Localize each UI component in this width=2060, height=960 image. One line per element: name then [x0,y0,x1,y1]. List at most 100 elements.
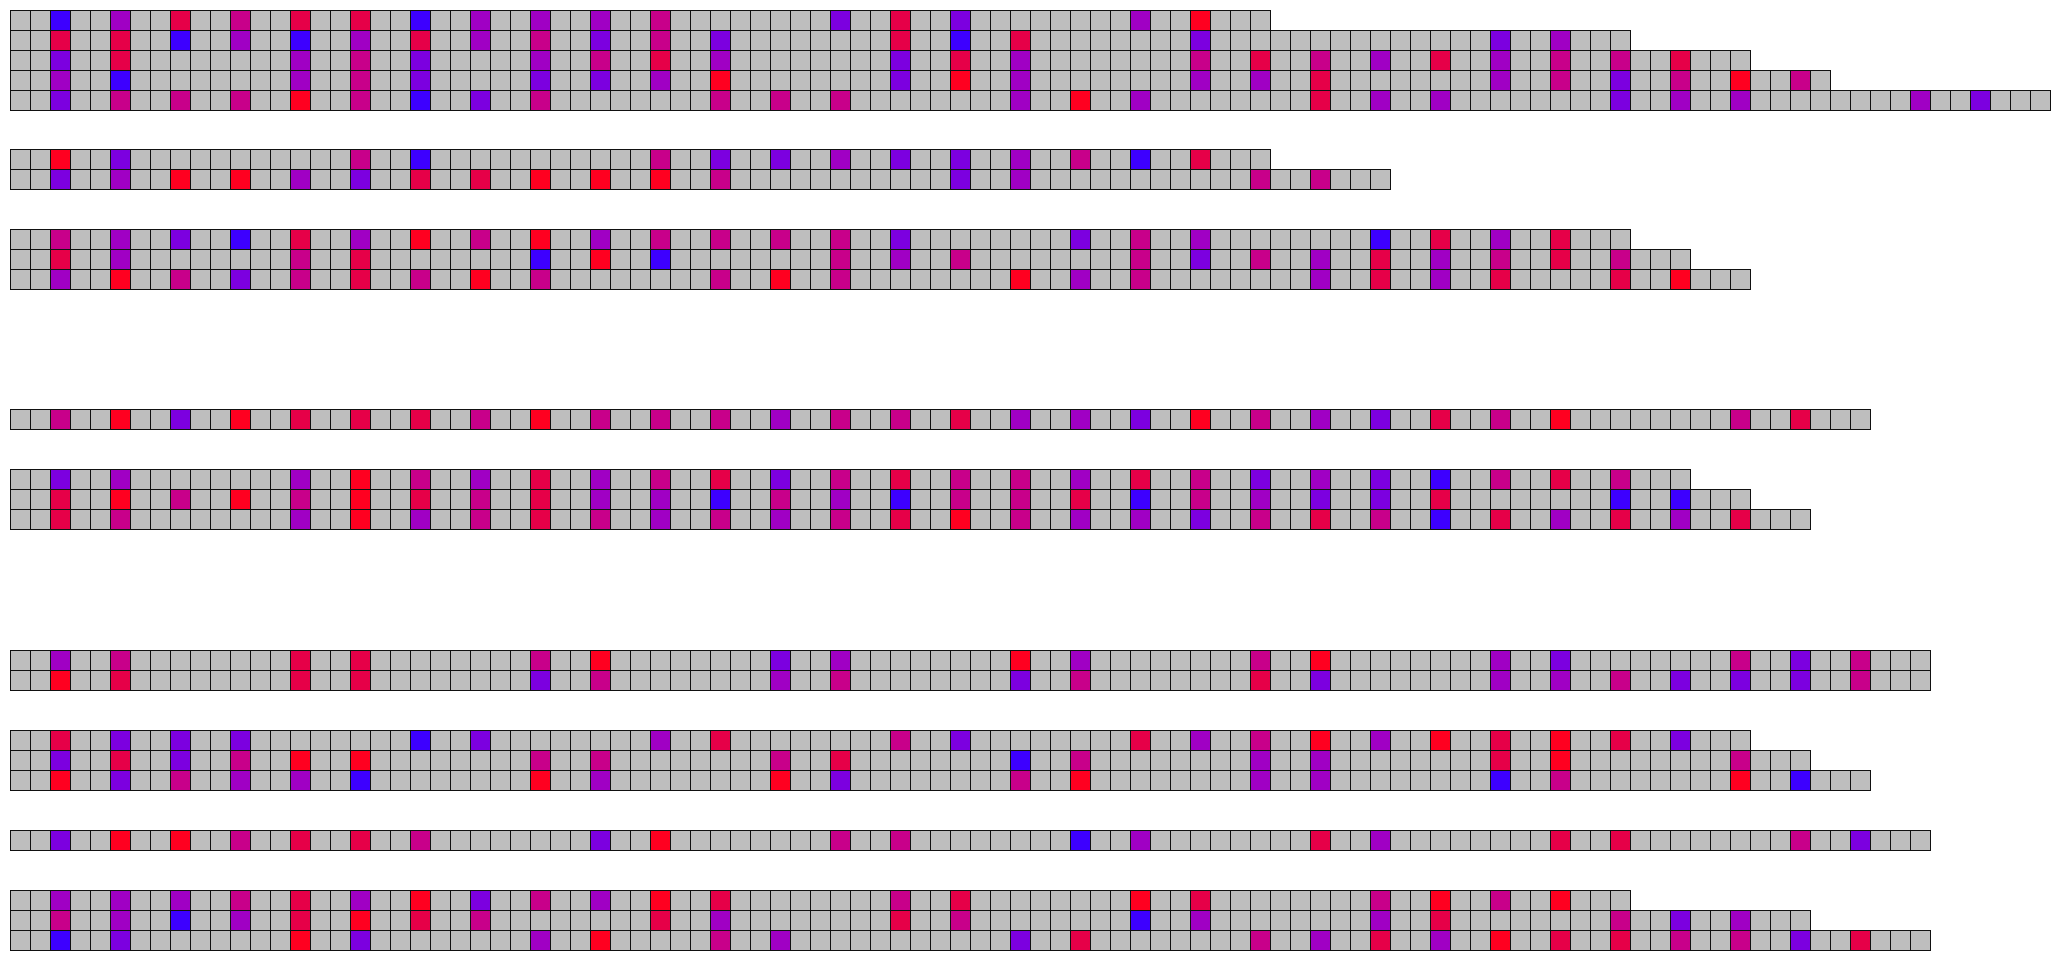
grid-cell [370,50,391,71]
grid-cell [530,149,551,170]
grid-cell [610,90,631,111]
grid-cell [810,890,831,911]
grid-cell [670,169,691,190]
colored-cell [1070,229,1091,250]
colored-cell [50,489,71,510]
grid-cell [730,149,751,170]
colored-cell [530,90,551,111]
grid-cell [1370,30,1391,51]
grid-cell [750,750,771,771]
grid-cell [2010,90,2031,111]
grid-cell [610,509,631,530]
grid-cell [1030,149,1051,170]
grid-cell [1310,30,1331,51]
grid-cell [1530,70,1551,91]
grid-cell [1570,489,1591,510]
grid-cell [610,730,631,751]
grid-cell [430,269,451,290]
grid-cell [810,50,831,71]
colored-cell [1070,409,1091,430]
colored-cell [1610,670,1631,691]
grid-cell [630,70,651,91]
grid-cell [10,489,31,510]
grid-cell [1650,670,1671,691]
grid-cell [670,489,691,510]
grid-cell [1070,890,1091,911]
colored-cell [1370,269,1391,290]
grid-cell [790,670,811,691]
grid-cell [750,730,771,751]
grid-cell [1030,50,1051,71]
grid-cell [670,229,691,250]
grid-cell [950,770,971,791]
grid-cell [390,670,411,691]
colored-cell [470,469,491,490]
colored-cell [950,10,971,31]
grid-cell [1690,910,1711,931]
grid-cell [1270,229,1291,250]
grid-cell [250,149,271,170]
grid-cell [30,269,51,290]
grid-cell [1170,70,1191,91]
grid-cell [970,30,991,51]
colored-cell [950,469,971,490]
grid-cell [1110,10,1131,31]
colored-cell [290,30,311,51]
grid-cell [1430,770,1451,791]
grid-cell [1750,930,1771,951]
grid-cell [1810,770,1831,791]
colored-cell [350,30,371,51]
grid-cell [850,750,871,771]
grid-cell [1150,90,1171,111]
colored-cell [890,149,911,170]
grid-cell [330,30,351,51]
grid-cell [1450,469,1471,490]
grid-cell [910,670,931,691]
grid-cell [1810,930,1831,951]
grid-cell [30,670,51,691]
grid-cell [1470,409,1491,430]
colored-cell [1130,469,1151,490]
grid-cell [170,50,191,71]
colored-cell [410,70,431,91]
colored-cell [410,90,431,111]
grid-cell [990,149,1011,170]
grid-cell [70,730,91,751]
grid-cell [990,409,1011,430]
grid-cell [390,149,411,170]
colored-cell [1790,770,1811,791]
grid-cell [610,489,631,510]
grid-cell [910,269,931,290]
grid-cell [1430,70,1451,91]
grid-cell [550,509,571,530]
colored-cell [1130,890,1151,911]
grid-cell [190,90,211,111]
grid-cell [270,509,291,530]
grid-cell [70,50,91,71]
grid-cell [510,750,531,771]
colored-cell [830,750,851,771]
grid-cell [1210,670,1231,691]
colored-cell [290,50,311,71]
colored-cell [110,730,131,751]
grid-cell [1210,10,1231,31]
grid-cell [1370,750,1391,771]
colored-cell [290,229,311,250]
grid-cell [570,409,591,430]
grid-cell [870,509,891,530]
colored-cell [1550,249,1571,270]
colored-cell [1010,269,1031,290]
colored-cell [290,489,311,510]
colored-cell [530,229,551,250]
grid-cell [490,830,511,851]
grid-cell [70,830,91,851]
grid-cell [1690,509,1711,530]
grid-cell [330,149,351,170]
grid-cell [150,70,171,91]
grid-cell [1590,90,1611,111]
grid-cell [1750,90,1771,111]
colored-cell [770,509,791,530]
grid-cell [1370,169,1391,190]
colored-cell [1070,670,1091,691]
